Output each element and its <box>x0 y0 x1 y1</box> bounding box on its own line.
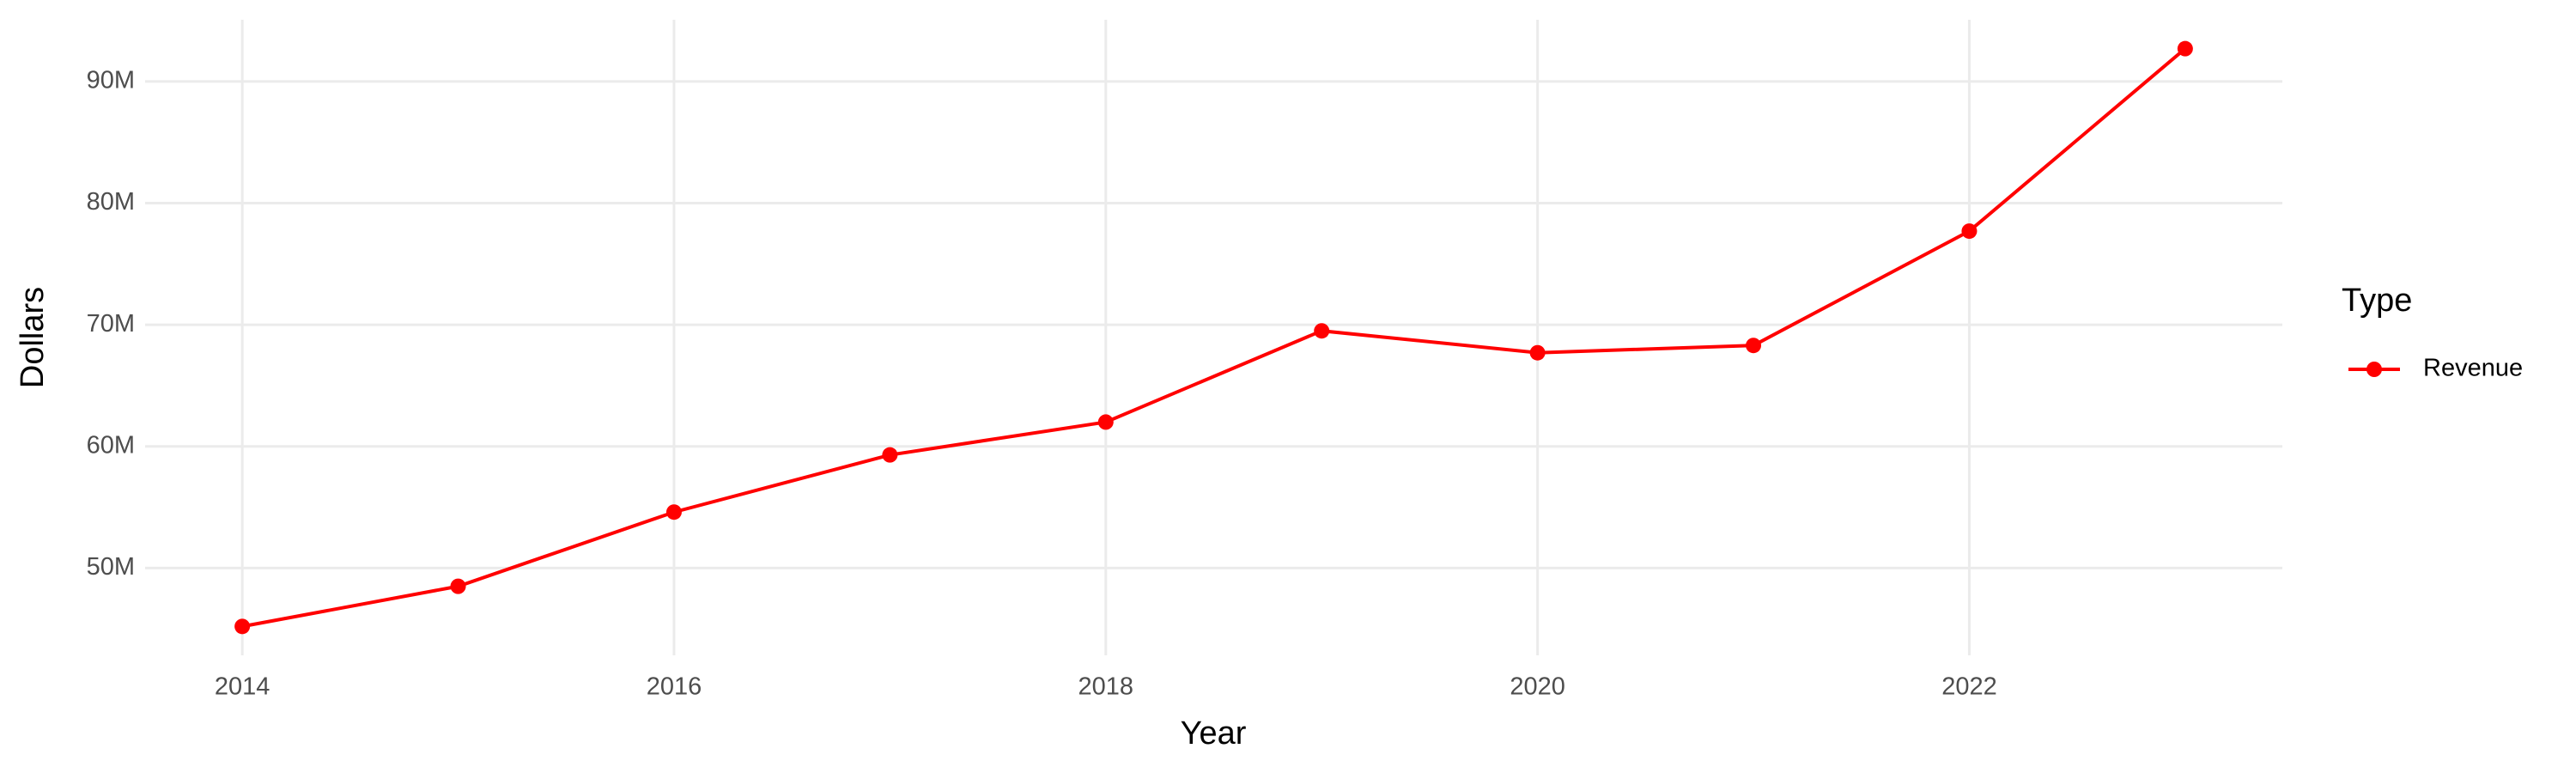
y-tick-label: 70M <box>87 310 135 338</box>
y-tick-label: 60M <box>87 431 135 459</box>
data-point <box>2177 40 2193 57</box>
data-point <box>882 447 898 463</box>
x-tick-label: 2020 <box>1510 673 1565 701</box>
legend-key-point <box>2366 362 2382 377</box>
x-tick-label: 2014 <box>215 673 270 701</box>
x-tick-label: 2016 <box>647 673 702 701</box>
data-point <box>234 618 251 635</box>
y-axis-title: Dollars <box>15 287 51 388</box>
legend-label: Revenue <box>2423 355 2523 382</box>
x-tick-label: 2022 <box>1941 673 1997 701</box>
legend-title: Type <box>2342 283 2412 319</box>
data-point <box>1746 338 1762 354</box>
y-tick-label: 80M <box>87 188 135 216</box>
y-tick-label: 90M <box>87 67 135 94</box>
y-tick-label: 50M <box>87 553 135 581</box>
data-point <box>1097 414 1114 430</box>
x-axis-title: Year <box>1181 715 1247 752</box>
data-point <box>1314 323 1330 339</box>
data-point <box>1529 344 1546 361</box>
data-point <box>665 504 682 520</box>
data-point <box>450 578 466 594</box>
data-point <box>1961 223 1978 240</box>
x-tick-label: 2018 <box>1078 673 1134 701</box>
series-line <box>241 47 2187 629</box>
